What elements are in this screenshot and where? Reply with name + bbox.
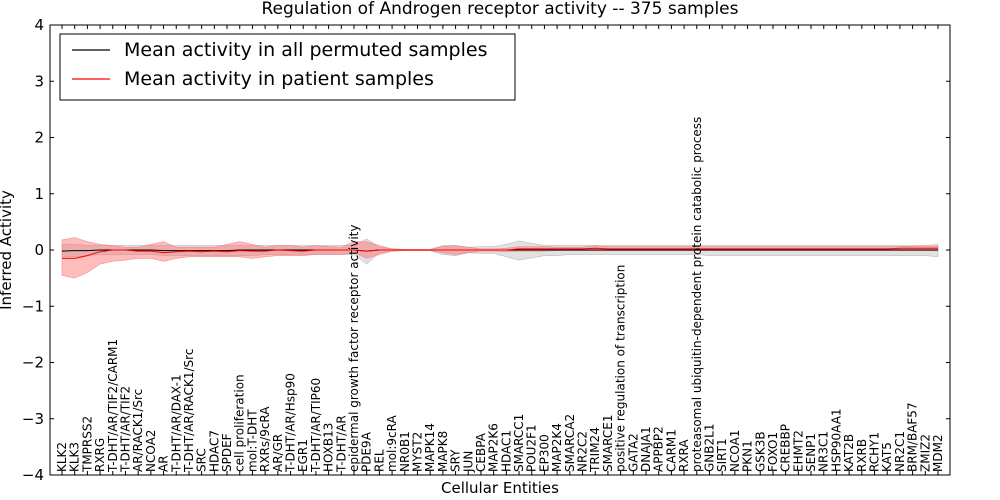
y-axis: −4 −3 −2 −1 0 1 2 3 4 <box>22 16 950 484</box>
x-tick-label: T-DHT/AR/RACK1/Src <box>182 349 196 473</box>
y-tick-label: 2 <box>34 129 44 147</box>
x-tick-label: SRC <box>195 448 209 472</box>
x-tick-label: RXRs/9cRA <box>258 406 272 472</box>
x-tick-label: KLK2 <box>55 442 69 472</box>
x-tick-label: KLK3 <box>68 442 82 472</box>
legend-label: Mean activity in all permuted samples <box>124 39 487 61</box>
x-tick-label: GATA2 <box>626 433 640 472</box>
x-tick-label: CARM1 <box>664 429 678 472</box>
x-tick-label: AR/RACK1/Src <box>131 389 145 472</box>
x-tick-label: SENP1 <box>804 433 818 472</box>
x-tick-label: SMARCC1 <box>512 414 526 472</box>
x-tick-label: HOXB13 <box>322 423 336 472</box>
x-tick-label: proteasomal ubiquitin-dependent protein … <box>690 117 704 472</box>
y-tick-label: 4 <box>34 16 44 34</box>
x-tick-label: SMARCA2 <box>563 414 577 472</box>
x-tick-label: positive regulation of transcription <box>614 265 628 472</box>
x-axis: KLK2KLK3TMPRSS2RXRGT-DHT/AR/TIF2/CARM1T-… <box>55 25 945 475</box>
x-tick-label: NR0B1 <box>398 431 412 472</box>
x-tick-label: NR2C2 <box>576 431 590 472</box>
y-tick-label: −1 <box>22 297 44 315</box>
x-tick-label: T-DHT/AR/TIP60 <box>309 378 323 473</box>
x-tick-label: PDE9A <box>360 431 374 472</box>
x-tick-label: mol:T-DHT <box>245 409 259 472</box>
legend: Mean activity in all permuted samples Mea… <box>59 33 516 101</box>
x-tick-label: T-DHT/AR/DAX-1 <box>169 374 183 473</box>
x-tick-label: EP300 <box>537 434 551 472</box>
x-tick-label: HDAC1 <box>499 430 513 472</box>
y-axis-label: Inferred Activity <box>0 190 15 310</box>
x-tick-label: T-DHT/AR <box>334 415 348 473</box>
x-tick-label: DNAJA1 <box>639 426 653 472</box>
x-tick-label: RXRA <box>677 439 691 472</box>
line-layer <box>61 247 938 259</box>
x-tick-label: GSK3B <box>753 431 767 472</box>
x-tick-label: SRY <box>449 449 463 472</box>
x-tick-label: KAT2B <box>842 434 856 472</box>
x-tick-label: AR/GR <box>271 434 285 472</box>
x-tick-label: SMARCE1 <box>601 414 615 472</box>
x-tick-label: FOXO1 <box>766 432 780 472</box>
y-tick-label: −4 <box>22 466 44 484</box>
x-tick-label: EHMT2 <box>791 430 805 472</box>
x-tick-label: MYST2 <box>411 432 425 472</box>
x-tick-label: NR2C1 <box>893 431 907 472</box>
y-tick-label: −3 <box>22 410 44 428</box>
x-tick-label: SPDEF <box>220 433 234 472</box>
x-tick-label: NCOA1 <box>728 430 742 472</box>
x-tick-label: BRM/BAF57 <box>906 402 920 472</box>
y-tick-label: −2 <box>22 354 44 372</box>
x-tick-label: MAP2K6 <box>487 423 501 472</box>
x-tick-label: GNB2L1 <box>703 424 717 472</box>
x-tick-label: RCHY1 <box>868 432 882 472</box>
x-tick-label: JUN <box>461 451 475 473</box>
x-tick-label: EGR1 <box>296 439 310 472</box>
x-tick-label: KAT5 <box>880 442 894 472</box>
x-tick-label: T-DHT/AR/Hsp90 <box>284 373 298 473</box>
x-tick-label: APPBP2 <box>652 426 666 472</box>
band-patient <box>61 237 939 279</box>
y-tick-label: 1 <box>34 185 44 203</box>
legend-label: Mean activity in patient samples <box>124 68 434 90</box>
x-tick-label: PKN1 <box>741 440 755 472</box>
x-tick-label: REL <box>372 449 386 472</box>
y-tick-label: 3 <box>34 72 44 90</box>
x-tick-label: NR3C1 <box>817 431 831 472</box>
x-tick-label: ZMIZ2 <box>918 434 932 472</box>
x-tick-label: RXRB <box>855 439 869 472</box>
x-tick-label: T-DHT/AR/TIF2/CARM1 <box>106 339 120 473</box>
x-tick-label: NCOA2 <box>144 430 158 472</box>
x-tick-label: MAPK8 <box>436 431 450 472</box>
x-tick-label: T-DHT/AR/TIF2 <box>119 386 133 473</box>
x-axis-label: Cellular Entities <box>441 479 559 497</box>
band-layer <box>61 237 939 279</box>
x-tick-label: MAPK14 <box>423 423 437 472</box>
y-tick-label: 0 <box>34 241 44 259</box>
x-tick-label: cell proliferation <box>233 374 247 472</box>
series-line-patient <box>62 247 938 259</box>
x-tick-label: epidermal growth factor receptor activit… <box>347 225 361 472</box>
x-tick-label: CREBBP <box>779 424 793 472</box>
x-tick-label: CEBPA <box>474 432 488 472</box>
x-tick-label: MDM2 <box>931 434 945 472</box>
x-tick-label: RXRG <box>93 438 107 472</box>
x-tick-label: MAP2K4 <box>550 423 564 472</box>
chart-title: Regulation of Androgen receptor activity… <box>262 0 739 19</box>
x-tick-label: SIRT1 <box>715 438 729 472</box>
x-tick-label: mol:9cRA <box>385 415 399 472</box>
x-tick-label: AR <box>157 455 171 472</box>
x-tick-label: HSP90AA1 <box>829 408 843 472</box>
legend-box <box>59 33 516 101</box>
x-tick-label: HDAC7 <box>207 430 221 472</box>
x-tick-label: POU2F1 <box>525 424 539 472</box>
x-tick-label: TRIM24 <box>588 427 602 473</box>
x-tick-label: TMPRSS2 <box>80 416 94 473</box>
